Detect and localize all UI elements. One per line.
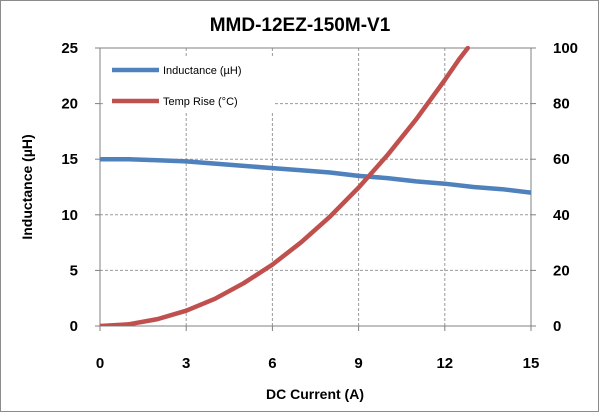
legend-label: Temp Rise (°C)	[163, 96, 238, 108]
left-tick-label: 5	[70, 262, 78, 279]
x-tick-label: 6	[268, 355, 276, 372]
right-tick-label: 40	[553, 207, 570, 224]
x-tick-label: 12	[436, 355, 453, 372]
right-tick-label: 80	[553, 96, 570, 113]
x-axis-label: DC Current (A)	[266, 386, 364, 402]
right-tick-label: 20	[553, 262, 570, 279]
x-tick-label: 3	[182, 355, 190, 372]
x-axis-ticks: 0 3 6 9 12 15	[96, 326, 540, 372]
legend-label: Inductance (µH)	[163, 65, 241, 77]
right-tick-label: 60	[553, 151, 570, 168]
x-tick-label: 15	[523, 355, 540, 372]
series-line-inductance	[100, 156, 531, 195]
left-tick-label: 25	[61, 40, 78, 57]
left-tick-label: 20	[61, 96, 78, 113]
series-group	[100, 46, 531, 326]
plot-area	[99, 47, 532, 327]
y-axis-label: Inductance (µH)	[19, 134, 35, 239]
left-axis-ticks: 0 5 10 15 20 25	[61, 40, 100, 335]
x-tick-label: 9	[354, 355, 362, 372]
right-tick-label: 100	[553, 40, 578, 57]
right-axis-ticks: 0 20 40 60 80 100	[531, 40, 578, 335]
right-tick-label: 0	[553, 318, 561, 335]
left-tick-label: 0	[70, 318, 78, 335]
x-tick-label: 0	[96, 355, 104, 372]
left-tick-label: 15	[61, 151, 78, 168]
series-line-temp-rise	[100, 46, 471, 326]
chart-title: MMD-12EZ-150M-V1	[210, 15, 391, 36]
left-tick-label: 10	[61, 207, 78, 224]
legend: Inductance (µH) Temp Rise (°C)	[105, 57, 275, 112]
